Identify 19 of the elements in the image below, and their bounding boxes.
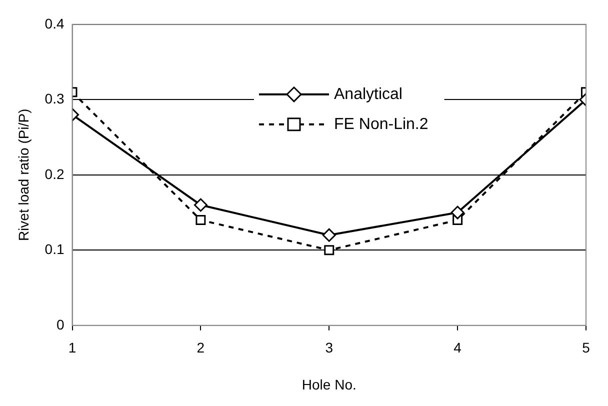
point (196, 215, 206, 226)
y-tick-label: 0.1 (44, 241, 64, 258)
point (322, 228, 336, 242)
legend-label: FE Non-Lin.2 (334, 116, 428, 133)
point (324, 245, 334, 256)
x-tick-label: 5 (582, 340, 590, 356)
x-tick-label: 3 (325, 340, 334, 356)
y-axis-title: Rivet load ratio (Pi/P) (15, 108, 32, 242)
y-tick-label: 0.3 (44, 90, 64, 107)
y-tick-label: 0.2 (44, 166, 64, 182)
point (450, 206, 464, 220)
x-tick-label: 2 (196, 340, 205, 356)
x-tick-label: 4 (454, 340, 462, 356)
x-axis-title: Hole No. (302, 376, 356, 392)
point (194, 198, 208, 212)
y-tick-label: 0.4 (44, 15, 64, 32)
x-tick-label: 1 (68, 340, 76, 356)
legend-label: Analytical (334, 86, 402, 103)
y-tick-label: 0 (56, 316, 64, 332)
